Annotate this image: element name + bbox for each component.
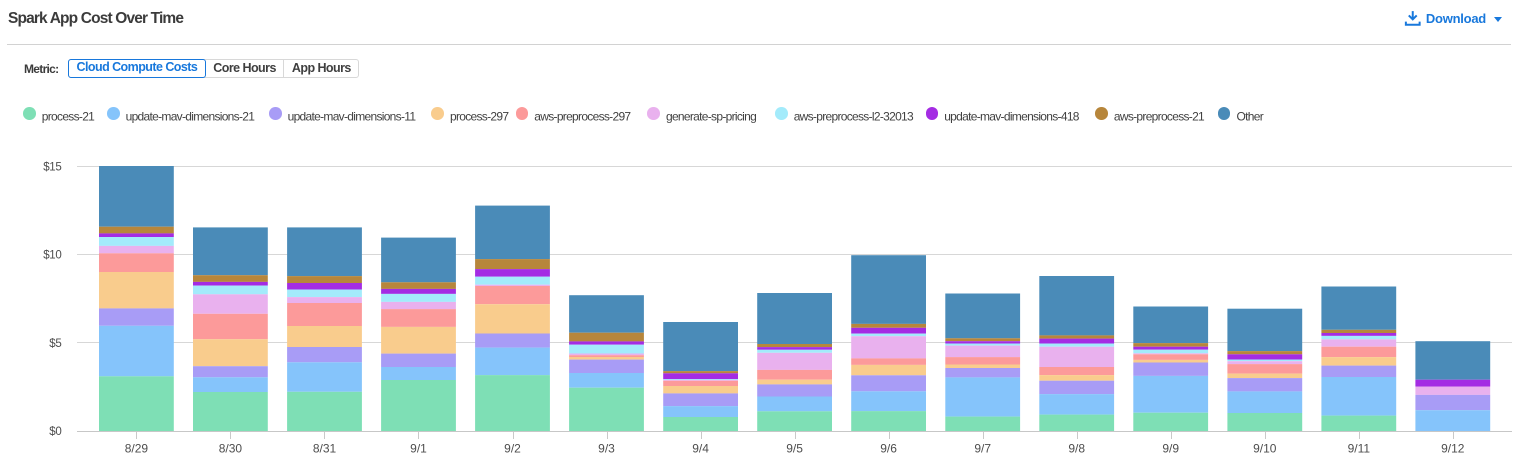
svg-text:9/7: 9/7 xyxy=(974,442,991,456)
svg-text:9/4: 9/4 xyxy=(692,442,709,456)
svg-text:$0: $0 xyxy=(49,426,61,438)
svg-text:9/3: 9/3 xyxy=(598,442,615,456)
svg-text:9/10: 9/10 xyxy=(1253,442,1277,456)
svg-text:$10: $10 xyxy=(43,250,61,262)
svg-text:9/6: 9/6 xyxy=(880,442,897,456)
svg-text:8/30: 8/30 xyxy=(219,442,243,456)
svg-text:9/11: 9/11 xyxy=(1348,442,1371,456)
svg-text:9/12: 9/12 xyxy=(1441,442,1465,456)
svg-text:$15: $15 xyxy=(43,161,61,173)
svg-text:9/8: 9/8 xyxy=(1068,442,1085,456)
svg-text:9/9: 9/9 xyxy=(1162,442,1179,456)
svg-text:9/2: 9/2 xyxy=(504,442,521,456)
svg-text:8/29: 8/29 xyxy=(125,442,149,456)
svg-text:$5: $5 xyxy=(49,338,61,350)
svg-text:9/5: 9/5 xyxy=(786,442,803,456)
svg-text:9/1: 9/1 xyxy=(410,442,427,456)
svg-text:8/31: 8/31 xyxy=(313,442,337,456)
